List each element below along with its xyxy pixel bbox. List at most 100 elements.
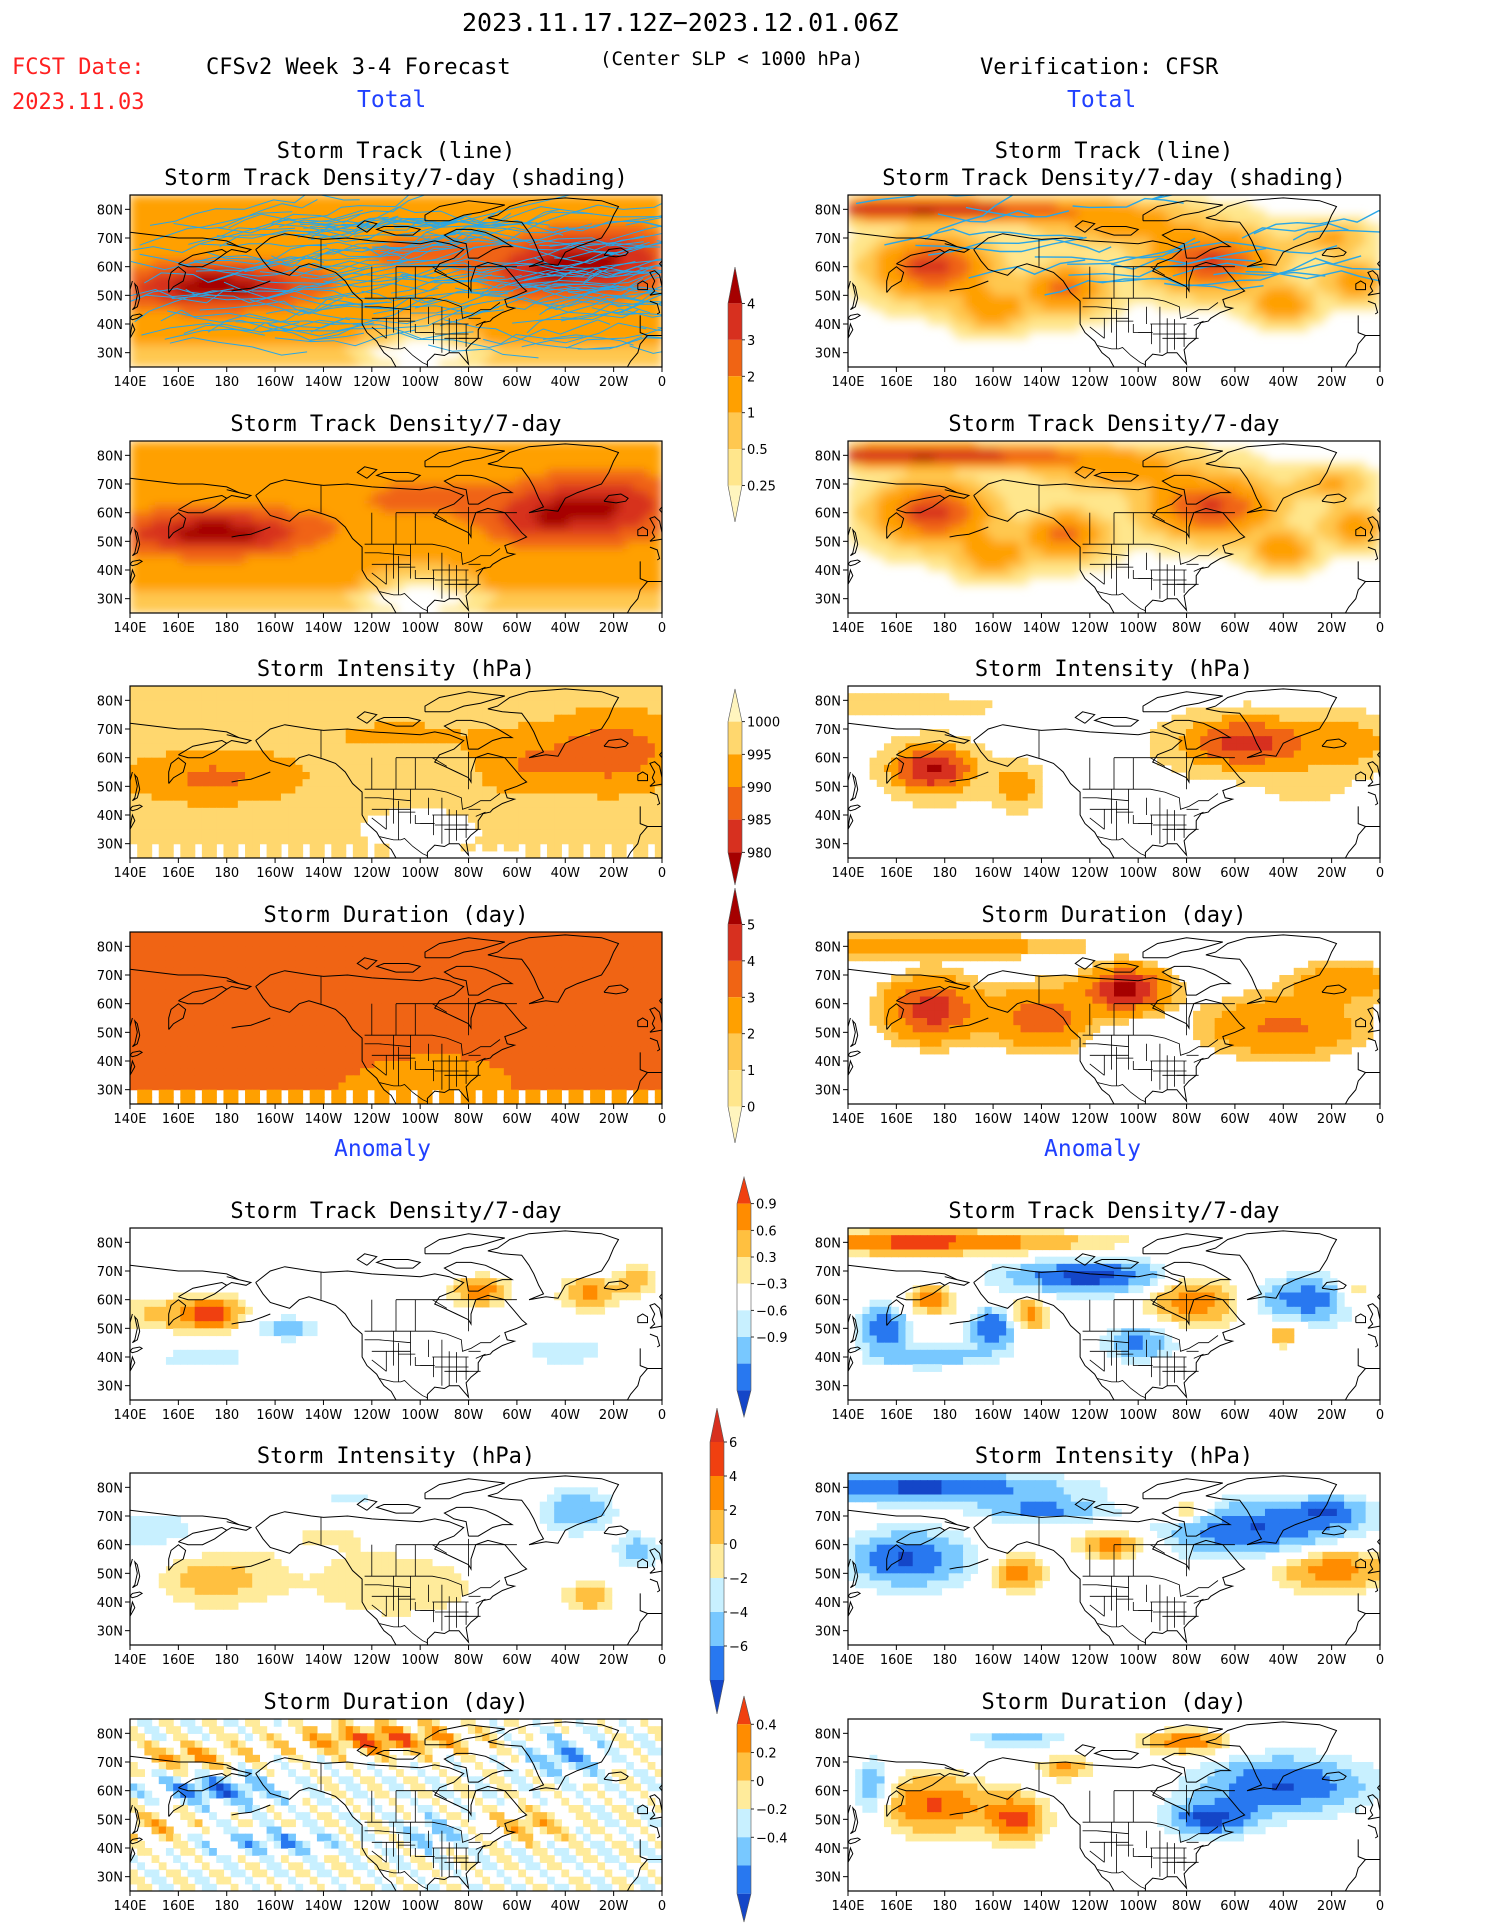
grid-cell	[453, 548, 462, 557]
storm-track	[185, 276, 416, 301]
grid-cell	[1300, 316, 1309, 325]
grid-cell	[388, 259, 397, 268]
grid-cell	[230, 209, 239, 218]
grid-cell	[927, 295, 935, 304]
grid-cell	[1027, 209, 1036, 218]
grid-cell	[130, 245, 138, 253]
grid-cell	[288, 498, 296, 507]
grid-cell	[223, 570, 232, 578]
grid-cell	[1250, 281, 1259, 289]
grid-cell	[165, 555, 174, 564]
grid-cell	[511, 273, 519, 282]
grid-cell	[194, 505, 203, 514]
grid-cell	[1099, 273, 1108, 282]
grid-cell	[1092, 309, 1101, 318]
grid-cell	[998, 324, 1007, 332]
grid-cell	[640, 541, 649, 550]
grid-cell	[280, 534, 289, 542]
grid-cell	[173, 512, 181, 521]
grid-cell	[1013, 223, 1022, 232]
grid-cell	[223, 202, 232, 210]
grid-cell	[403, 484, 411, 492]
grid-cell	[496, 512, 505, 521]
grid-cell	[525, 484, 534, 492]
grid-cell	[503, 352, 512, 361]
grid-cell	[626, 331, 634, 339]
grid-cell	[410, 519, 419, 528]
grid-cell	[316, 288, 325, 296]
grid-cell	[489, 281, 498, 289]
grid-cell	[1006, 238, 1014, 246]
grid-cell	[1272, 223, 1280, 232]
grid-cell	[1106, 295, 1115, 304]
grid-cell	[977, 259, 986, 268]
grid-cell	[453, 359, 462, 367]
coastline	[949, 280, 989, 292]
grid-cell	[970, 302, 979, 311]
storm-track	[483, 333, 584, 345]
grid-cell	[417, 331, 426, 339]
grid-cell	[180, 309, 189, 318]
grid-cell	[633, 448, 642, 456]
grid-cell	[431, 252, 440, 261]
grid-cell	[431, 469, 440, 478]
grid-cell	[554, 352, 562, 361]
grid-cell	[1121, 288, 1129, 296]
grid-cell	[1214, 230, 1223, 239]
grid-cell	[1027, 295, 1036, 304]
grid-cell	[345, 534, 354, 542]
grid-cell	[1322, 309, 1331, 318]
grid-cell	[1085, 216, 1094, 225]
grid-cell	[876, 281, 885, 289]
grid-cell	[905, 259, 914, 268]
grid-cell	[302, 527, 311, 535]
grid-cell	[467, 345, 476, 354]
grid-cell	[324, 352, 332, 361]
grid-cell	[345, 584, 354, 593]
coastline	[658, 260, 662, 268]
grid-cell	[654, 195, 662, 203]
grid-cell	[324, 577, 332, 585]
grid-cell	[158, 441, 167, 449]
grid-cell	[266, 352, 275, 361]
grid-cell	[467, 555, 476, 564]
storm-track	[1072, 197, 1184, 209]
grid-cell	[403, 498, 411, 507]
grid-cell	[424, 519, 433, 528]
grid-cell	[597, 209, 606, 218]
grid-cell	[1300, 245, 1309, 253]
grid-cell	[618, 476, 627, 485]
grid-cell	[654, 295, 662, 304]
grid-cell	[439, 562, 447, 571]
grid-cell	[590, 302, 598, 311]
grid-cell	[173, 519, 181, 528]
grid-cell	[532, 548, 541, 557]
grid-cell	[1236, 302, 1245, 311]
grid-cell	[503, 541, 512, 550]
grid-cell	[1351, 273, 1360, 282]
grid-cell	[496, 288, 505, 296]
grid-cell	[1250, 302, 1259, 311]
grid-cell	[201, 216, 210, 225]
grid-cell	[165, 252, 174, 261]
grid-cell	[467, 223, 476, 232]
grid-cell	[482, 491, 491, 499]
grid-cell	[453, 462, 462, 471]
grid-cell	[919, 216, 928, 225]
grid-cell	[266, 302, 275, 311]
grid-cell	[252, 448, 261, 456]
grid-cell	[360, 266, 368, 275]
grid-cell	[647, 345, 656, 354]
grid-cell	[439, 195, 447, 203]
grid-cell	[259, 441, 268, 449]
grid-cell	[998, 238, 1007, 246]
grid-cell	[475, 476, 483, 485]
grid-cell	[374, 302, 383, 311]
grid-cell	[963, 281, 971, 289]
grid-cell	[1121, 238, 1129, 246]
grid-cell	[518, 359, 527, 367]
grid-cell	[338, 245, 347, 253]
grid-cell	[511, 245, 519, 253]
grid-cell	[439, 512, 447, 521]
grid-cell	[1329, 230, 1338, 239]
